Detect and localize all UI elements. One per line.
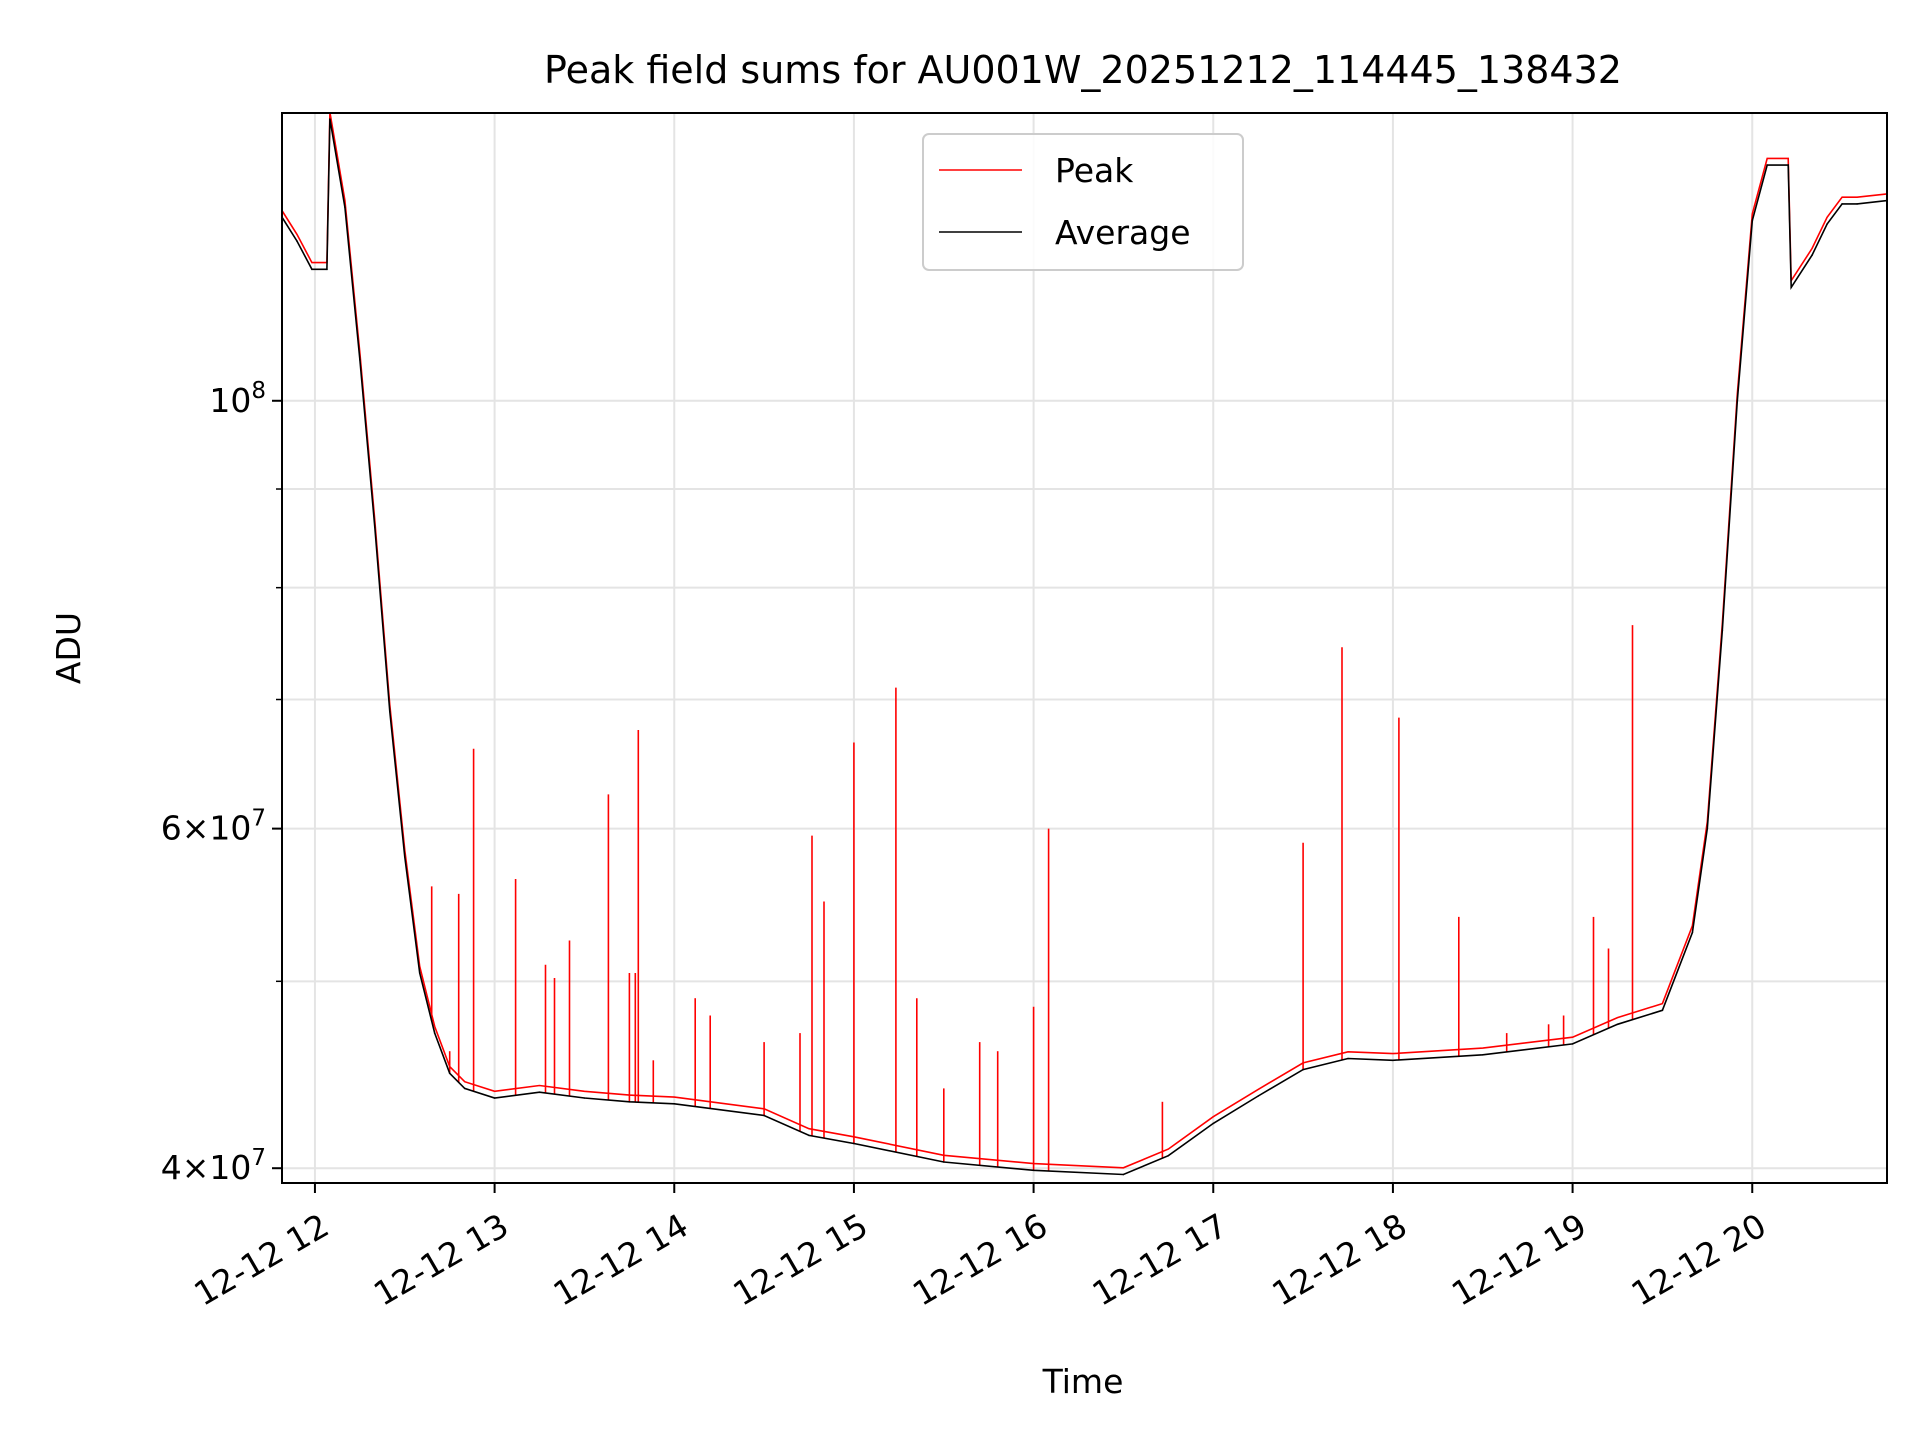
average-point	[1392, 1059, 1394, 1062]
average-point	[463, 1087, 466, 1090]
y-axis: 4×107 6×107 108	[161, 378, 282, 1187]
average-point	[628, 1101, 631, 1103]
average-point	[1257, 1095, 1259, 1097]
average-point	[1482, 1054, 1484, 1056]
legend-box	[922, 133, 1244, 271]
average-point	[1787, 164, 1789, 166]
average-point	[1302, 1068, 1304, 1071]
average-point	[374, 526, 376, 528]
average-point	[1571, 1043, 1574, 1045]
average-point	[673, 1103, 676, 1105]
average-point	[1347, 1057, 1349, 1060]
average-point	[326, 268, 328, 271]
average-point	[311, 268, 313, 271]
average-point	[359, 359, 361, 361]
average-point	[1122, 1173, 1125, 1176]
average-point	[389, 710, 391, 713]
plot-area	[282, 113, 1887, 1176]
average-point	[1790, 286, 1792, 289]
average-point	[1766, 164, 1768, 166]
average-point	[329, 118, 331, 120]
average-point	[1811, 254, 1813, 256]
average-point	[1032, 1169, 1035, 1172]
average-point	[1751, 219, 1754, 222]
average-point	[1856, 203, 1858, 205]
average-point	[763, 1114, 765, 1117]
y-tick-label: 4×107	[161, 1145, 266, 1187]
plot-frame	[281, 112, 1888, 1184]
average-point	[853, 1142, 855, 1145]
average-point	[433, 1032, 436, 1034]
average-point	[1826, 223, 1828, 225]
average-point	[1661, 1009, 1664, 1012]
average-point	[538, 1091, 541, 1093]
average-point	[493, 1097, 496, 1099]
y-tick-label: 108	[209, 378, 266, 420]
average-point	[296, 240, 298, 242]
grid	[282, 113, 1887, 1183]
average-point	[1616, 1023, 1619, 1026]
average-point	[418, 972, 421, 974]
average-point	[1841, 203, 1843, 205]
average-point	[448, 1072, 451, 1075]
average-point	[583, 1097, 586, 1099]
series-layer	[282, 113, 1887, 1176]
legend: Peak Average	[922, 133, 1244, 271]
average-point	[1736, 400, 1739, 402]
legend-peak-label: Peak	[1055, 151, 1134, 190]
average-point	[1212, 1122, 1215, 1125]
y-tick-label: 6×107	[161, 806, 266, 848]
x-axis-label: Time	[1042, 1362, 1124, 1401]
average-point	[943, 1161, 945, 1163]
average-point	[1167, 1154, 1170, 1157]
average-point	[344, 206, 346, 208]
legend-average-label: Average	[1055, 213, 1191, 252]
y-axis-label: ADU	[49, 612, 88, 684]
average-point	[808, 1134, 810, 1137]
average-point	[1706, 827, 1709, 830]
chart-title: Peak field sums for AU001W_20251212_1144…	[544, 48, 1622, 92]
average-point	[1691, 931, 1694, 934]
average-point	[1721, 629, 1724, 632]
series-average-line	[282, 118, 1887, 1176]
average-point	[404, 856, 406, 858]
